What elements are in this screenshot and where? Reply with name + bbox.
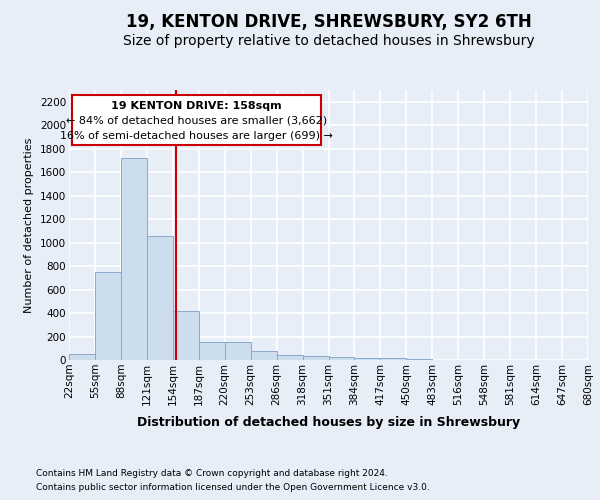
FancyBboxPatch shape	[71, 96, 321, 146]
Text: Size of property relative to detached houses in Shrewsbury: Size of property relative to detached ho…	[123, 34, 535, 48]
Text: 19, KENTON DRIVE, SHREWSBURY, SY2 6TH: 19, KENTON DRIVE, SHREWSBURY, SY2 6TH	[126, 14, 532, 32]
Text: 16% of semi-detached houses are larger (699) →: 16% of semi-detached houses are larger (…	[60, 131, 332, 141]
Bar	[69, 354, 95, 360]
Bar	[121, 158, 147, 360]
Bar	[329, 357, 355, 360]
Bar	[277, 354, 302, 360]
Text: 19 KENTON DRIVE: 158sqm: 19 KENTON DRIVE: 158sqm	[111, 101, 281, 111]
Bar	[224, 342, 251, 360]
Bar	[147, 236, 173, 360]
Bar	[251, 350, 277, 360]
Bar	[380, 358, 406, 360]
Y-axis label: Number of detached properties: Number of detached properties	[25, 138, 34, 312]
Text: ← 84% of detached houses are smaller (3,662): ← 84% of detached houses are smaller (3,…	[65, 116, 327, 126]
Bar	[173, 312, 199, 360]
Text: Contains HM Land Registry data © Crown copyright and database right 2024.: Contains HM Land Registry data © Crown c…	[36, 470, 388, 478]
Bar	[355, 358, 380, 360]
Text: Distribution of detached houses by size in Shrewsbury: Distribution of detached houses by size …	[137, 416, 520, 429]
Text: Contains public sector information licensed under the Open Government Licence v3: Contains public sector information licen…	[36, 483, 430, 492]
Bar	[302, 356, 329, 360]
Bar	[95, 272, 121, 360]
Bar	[199, 342, 224, 360]
